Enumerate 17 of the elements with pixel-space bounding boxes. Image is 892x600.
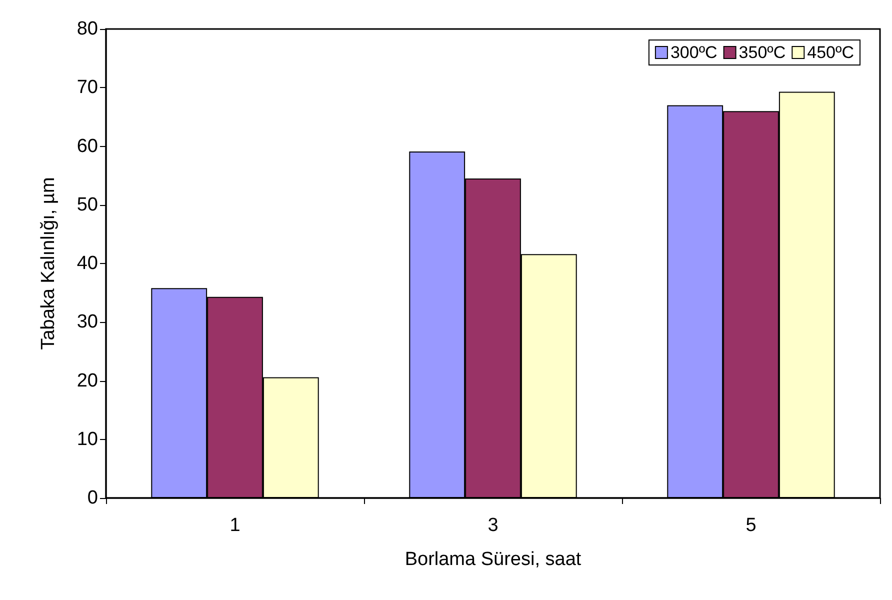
y-tick-label: 40 xyxy=(76,253,98,274)
y-tick-label: 80 xyxy=(76,18,98,40)
legend-label: 450ºC xyxy=(807,43,854,62)
y-tick-label: 70 xyxy=(76,77,98,98)
legend-label: 350ºC xyxy=(738,43,786,62)
y-tick-label: 20 xyxy=(76,370,98,392)
legend-label: 300ºC xyxy=(670,43,718,62)
x-tick-label: 3 xyxy=(488,515,498,536)
x-tick-label: 1 xyxy=(230,515,240,536)
x-axis-title: Borlama Süresi, saat xyxy=(404,549,582,570)
y-tick-label: 60 xyxy=(76,136,98,157)
y-tick-label: 30 xyxy=(76,312,98,333)
y-axis-title: Tabaka Kalınlığı, µm xyxy=(38,177,59,350)
y-tick-label: 10 xyxy=(76,428,98,450)
y-tick-label: 0 xyxy=(87,488,98,508)
x-tick-label: 5 xyxy=(746,515,756,536)
y-tick-label: 50 xyxy=(76,194,98,216)
